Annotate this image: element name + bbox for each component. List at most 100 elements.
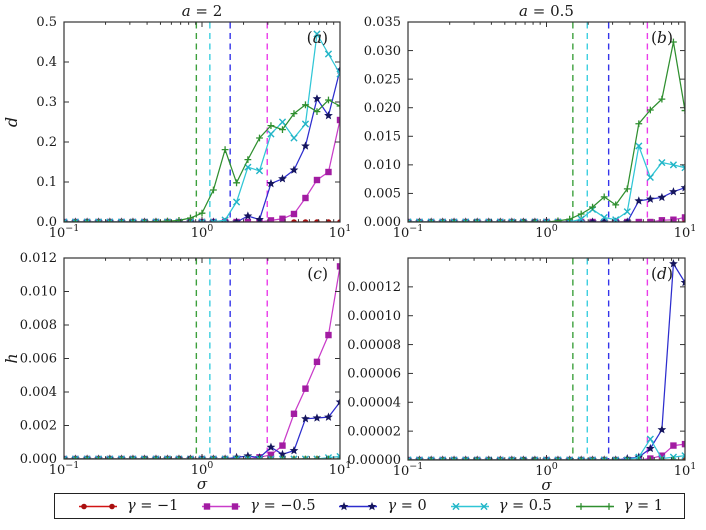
x-marker xyxy=(255,167,264,175)
subplot-d: 10−1 100 101 0.00000 0.00002 0.00004 0.00006 0.… xyxy=(347,257,697,494)
y-tick-label: 0.00002 xyxy=(347,424,401,439)
star-marker xyxy=(255,215,264,223)
y-tick-label: 0.00010 xyxy=(347,309,401,324)
x-marker xyxy=(646,173,654,182)
square-marker xyxy=(244,218,252,223)
x-marker xyxy=(301,120,310,128)
x-tick-label: 100 xyxy=(535,223,558,241)
plus-marker xyxy=(612,201,620,209)
x-axis-label: σ xyxy=(541,476,552,494)
plus-marker xyxy=(290,110,298,117)
x-marker xyxy=(324,50,333,58)
series-line-star xyxy=(408,187,686,223)
gamma-value: = 1 xyxy=(632,498,663,514)
series-line-star xyxy=(64,401,341,460)
plus-marker xyxy=(325,96,332,104)
gamma-symbol: γ xyxy=(623,498,633,514)
y-tick-label: 0.002 xyxy=(20,419,57,434)
plus-marker xyxy=(313,108,321,115)
square-marker xyxy=(325,331,332,339)
plus-marker xyxy=(256,134,263,142)
square-marker xyxy=(670,216,677,223)
square-marker xyxy=(267,217,275,223)
subplot-c: 10−1 100 101 0.000 0.002 0.004 0.006 0.008 0.010… xyxy=(2,251,351,493)
y-tick-label: 0.008 xyxy=(20,318,57,333)
plus-marker xyxy=(267,122,275,129)
x-marker xyxy=(658,158,666,167)
axes-frame xyxy=(407,21,686,223)
corner-label: (b) xyxy=(651,29,673,47)
gamma-symbol: γ xyxy=(498,498,508,514)
x-marker xyxy=(290,134,298,142)
star-marker xyxy=(312,413,322,422)
x-marker xyxy=(232,198,241,206)
star-marker xyxy=(588,217,597,223)
y-tick-label: 0.030 xyxy=(364,44,401,59)
star-marker xyxy=(657,425,667,434)
plus-marker xyxy=(244,156,252,163)
legend-entry-0: γ = −1 xyxy=(76,498,178,514)
plus-marker xyxy=(164,217,171,223)
y-tick-label: 0.00006 xyxy=(347,367,401,382)
star-marker xyxy=(669,259,678,268)
star-marker xyxy=(634,196,644,205)
legend-entry-2: γ = 0 xyxy=(336,498,427,514)
subplot-title: a = 2 xyxy=(182,2,223,20)
y-tick-label: 0.012 xyxy=(20,251,57,266)
star-marker xyxy=(312,94,322,103)
square-marker xyxy=(336,116,341,124)
square-marker xyxy=(290,210,298,218)
square-marker xyxy=(302,385,309,392)
y-tick-label: 0.00000 xyxy=(347,453,401,468)
y-tick-label: 0.015 xyxy=(364,129,401,144)
series-line-plus xyxy=(408,41,686,223)
legend-label: γ = −1 xyxy=(127,498,178,514)
gamma-value: = 0.5 xyxy=(507,498,552,514)
x-marker xyxy=(480,502,488,510)
square-marker xyxy=(279,442,286,449)
plus-marker xyxy=(198,209,206,217)
axes-frame xyxy=(407,257,686,461)
square-marker xyxy=(670,442,677,449)
legend-entry-4: γ = 1 xyxy=(573,498,663,514)
legend-sample-square xyxy=(202,502,241,510)
x-tick-label: 101 xyxy=(329,460,352,478)
gamma-value: = 0 xyxy=(396,498,427,514)
gamma-symbol: γ xyxy=(126,498,136,514)
gamma-value: = −0.5 xyxy=(258,498,316,514)
axes-frame xyxy=(63,21,341,223)
x-tick-label: 10−1 xyxy=(49,460,80,478)
square-marker xyxy=(336,263,341,270)
star-marker xyxy=(680,183,686,192)
y-tick-label: 0.025 xyxy=(364,72,401,87)
plus-marker xyxy=(554,217,562,223)
star-marker xyxy=(324,412,333,421)
x-tick-label: 101 xyxy=(674,461,697,479)
y-tick-label: 0.5 xyxy=(36,15,57,30)
plus-marker xyxy=(605,502,613,510)
legend-label: γ = −0.5 xyxy=(250,498,315,514)
legend-label: γ = 1 xyxy=(624,498,663,514)
y-tick-label: 0.035 xyxy=(364,15,401,30)
star-marker xyxy=(645,194,655,203)
series-line-x xyxy=(64,32,341,223)
x-tick-label: 10−1 xyxy=(393,223,424,241)
x-tick-label: 10−1 xyxy=(49,223,80,241)
square-marker xyxy=(658,452,666,459)
x-marker xyxy=(313,30,321,38)
plus-marker xyxy=(646,106,654,114)
x-marker xyxy=(623,208,631,216)
plus-marker xyxy=(233,179,240,187)
y-tick-label: 0.00008 xyxy=(347,338,401,353)
y-tick-label: 0.000 xyxy=(20,452,57,467)
y-tick-label: 0.020 xyxy=(364,101,401,116)
y-tick-label: 0.4 xyxy=(36,55,57,70)
x-marker xyxy=(635,142,643,150)
y-tick-label: 0.1 xyxy=(36,175,57,190)
y-tick-label: 0.000 xyxy=(364,215,401,230)
series-line-square xyxy=(64,266,341,460)
square-marker xyxy=(267,451,275,459)
square-marker xyxy=(290,410,298,417)
